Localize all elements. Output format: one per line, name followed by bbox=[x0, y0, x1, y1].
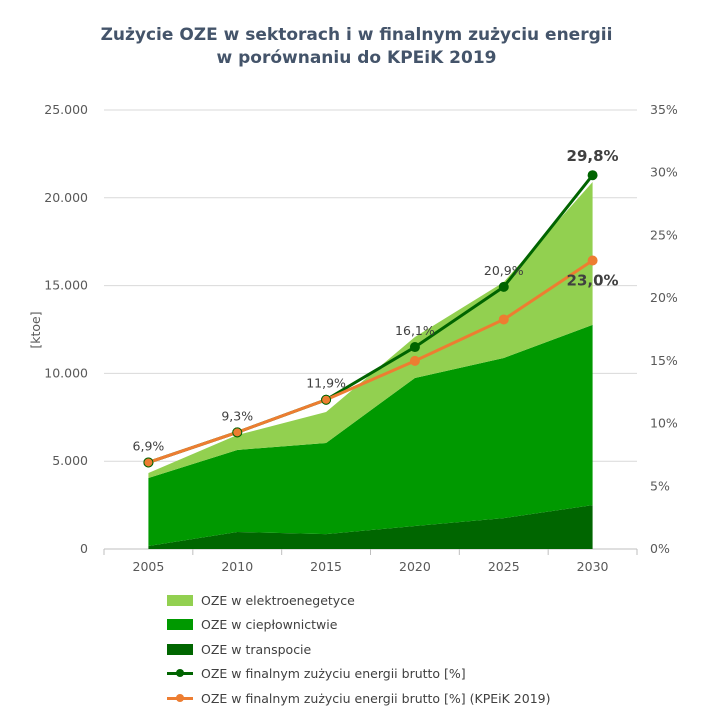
area-oze-w-elektroenegetyce bbox=[148, 181, 593, 479]
data-label: 6,9% bbox=[133, 438, 165, 453]
chart-title: Zużycie OZE w sektorach i w finalnym zuż… bbox=[100, 25, 613, 45]
y-tick-label: 15.000 bbox=[44, 278, 88, 293]
y-axis-label: [ktoe] bbox=[28, 311, 43, 348]
y-tick-label: 20.000 bbox=[44, 190, 88, 205]
legend-line-marker bbox=[167, 693, 193, 702]
data-label: 16,1% bbox=[395, 323, 435, 338]
legend-item: OZE w transpocie bbox=[167, 637, 551, 662]
data-label: 11,9% bbox=[306, 376, 346, 391]
x-tick-label: 2020 bbox=[399, 559, 431, 574]
x-tick-label: 2005 bbox=[133, 559, 165, 574]
series-point bbox=[498, 314, 509, 325]
legend-label: OZE w finalnym zużyciu energii brutto [%… bbox=[201, 666, 466, 682]
legend-item: OZE w ciepłownictwie bbox=[167, 613, 551, 638]
y2-tick-label: 15% bbox=[650, 353, 678, 368]
series-point bbox=[498, 281, 509, 292]
x-tick-label: 2025 bbox=[488, 559, 520, 574]
legend-item: OZE w finalnym zużyciu energii brutto [%… bbox=[167, 662, 551, 687]
legend-line-marker bbox=[167, 669, 193, 678]
legend-label: OZE w elektroenegetyce bbox=[201, 592, 355, 608]
y-tick-label: 10.000 bbox=[44, 365, 88, 380]
legend-label: OZE w ciepłownictwie bbox=[201, 617, 338, 633]
y2-tick-label: 20% bbox=[650, 290, 678, 305]
legend-swatch bbox=[167, 594, 193, 606]
series-point bbox=[587, 170, 598, 181]
data-label: 20,9% bbox=[484, 263, 524, 278]
x-tick-label: 2010 bbox=[221, 559, 253, 574]
y-tick-label: 0 bbox=[80, 541, 88, 556]
y2-tick-label: 5% bbox=[650, 478, 670, 493]
series-point bbox=[409, 342, 420, 353]
y2-tick-label: 0% bbox=[650, 541, 670, 556]
legend-item: OZE w finalnym zużyciu energii brutto [%… bbox=[167, 686, 551, 711]
series-line bbox=[147, 259, 594, 464]
series-point bbox=[232, 427, 243, 438]
legend-item: OZE w elektroenegetyce bbox=[167, 588, 551, 613]
legend-swatch bbox=[167, 643, 193, 655]
area-oze-w-transpocie bbox=[148, 505, 593, 549]
series-point bbox=[143, 457, 154, 468]
data-label: 9,3% bbox=[221, 408, 253, 423]
data-label: 23,0% bbox=[567, 272, 619, 290]
series-point bbox=[409, 355, 420, 366]
y-tick-label: 5.000 bbox=[52, 453, 88, 468]
y-tick-label: 25.000 bbox=[44, 102, 88, 117]
data-label: 29,8% bbox=[567, 147, 619, 165]
y2-tick-label: 30% bbox=[650, 165, 678, 180]
legend: OZE w elektroenegetyce OZE w ciepłownictw… bbox=[167, 588, 551, 711]
x-tick-label: 2015 bbox=[310, 559, 342, 574]
y2-tick-label: 25% bbox=[650, 227, 678, 242]
area-oze-w-ciep-ownictwie bbox=[148, 324, 593, 547]
y2-tick-label: 35% bbox=[650, 102, 678, 117]
chart-subtitle: w porównaniu do KPEiK 2019 bbox=[216, 48, 497, 68]
legend-swatch bbox=[167, 619, 193, 631]
legend-label: OZE w finalnym zużyciu energii brutto [%… bbox=[201, 690, 551, 706]
series-point bbox=[321, 394, 332, 405]
y2-tick-label: 10% bbox=[650, 416, 678, 431]
series-point bbox=[587, 255, 598, 266]
legend-label: OZE w transpocie bbox=[201, 641, 312, 657]
x-tick-label: 2030 bbox=[577, 559, 609, 574]
